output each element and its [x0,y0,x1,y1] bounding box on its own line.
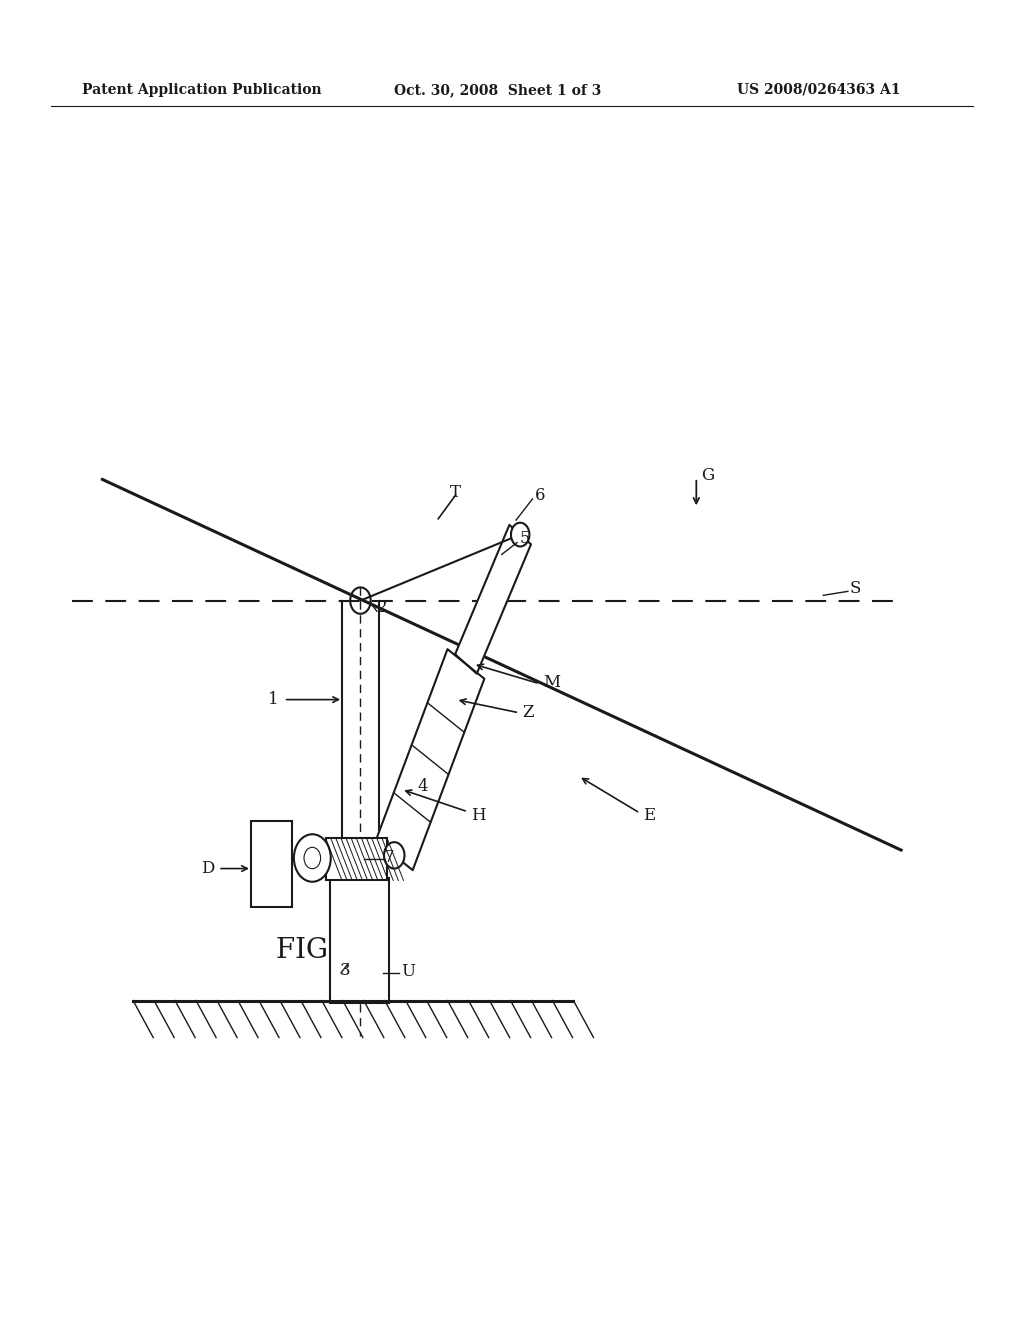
Text: 6: 6 [535,487,545,503]
Polygon shape [376,649,484,870]
Text: U: U [401,964,416,979]
Text: 3: 3 [340,962,350,978]
Text: E: E [643,808,655,824]
Text: 7: 7 [384,850,394,866]
Text: H: H [471,808,485,824]
Text: T: T [451,484,461,500]
Text: US 2008/0264363 A1: US 2008/0264363 A1 [737,83,901,96]
Text: S: S [850,581,861,597]
Circle shape [384,842,404,869]
Text: G: G [701,467,715,483]
Text: 5: 5 [519,531,529,546]
Bar [251,821,292,907]
Text: M: M [543,675,560,690]
Circle shape [511,523,529,546]
Text: 4: 4 [418,779,428,795]
Circle shape [294,834,331,882]
Bar [330,878,389,1003]
Text: D: D [201,861,214,876]
Bar [326,838,387,880]
Text: 1: 1 [268,692,279,708]
Polygon shape [455,525,531,673]
Text: Z: Z [522,705,534,721]
Text: 2: 2 [377,599,387,615]
Text: Oct. 30, 2008  Sheet 1 of 3: Oct. 30, 2008 Sheet 1 of 3 [394,83,602,96]
Text: Patent Application Publication: Patent Application Publication [82,83,322,96]
Text: FIG. 1: FIG. 1 [276,937,362,964]
